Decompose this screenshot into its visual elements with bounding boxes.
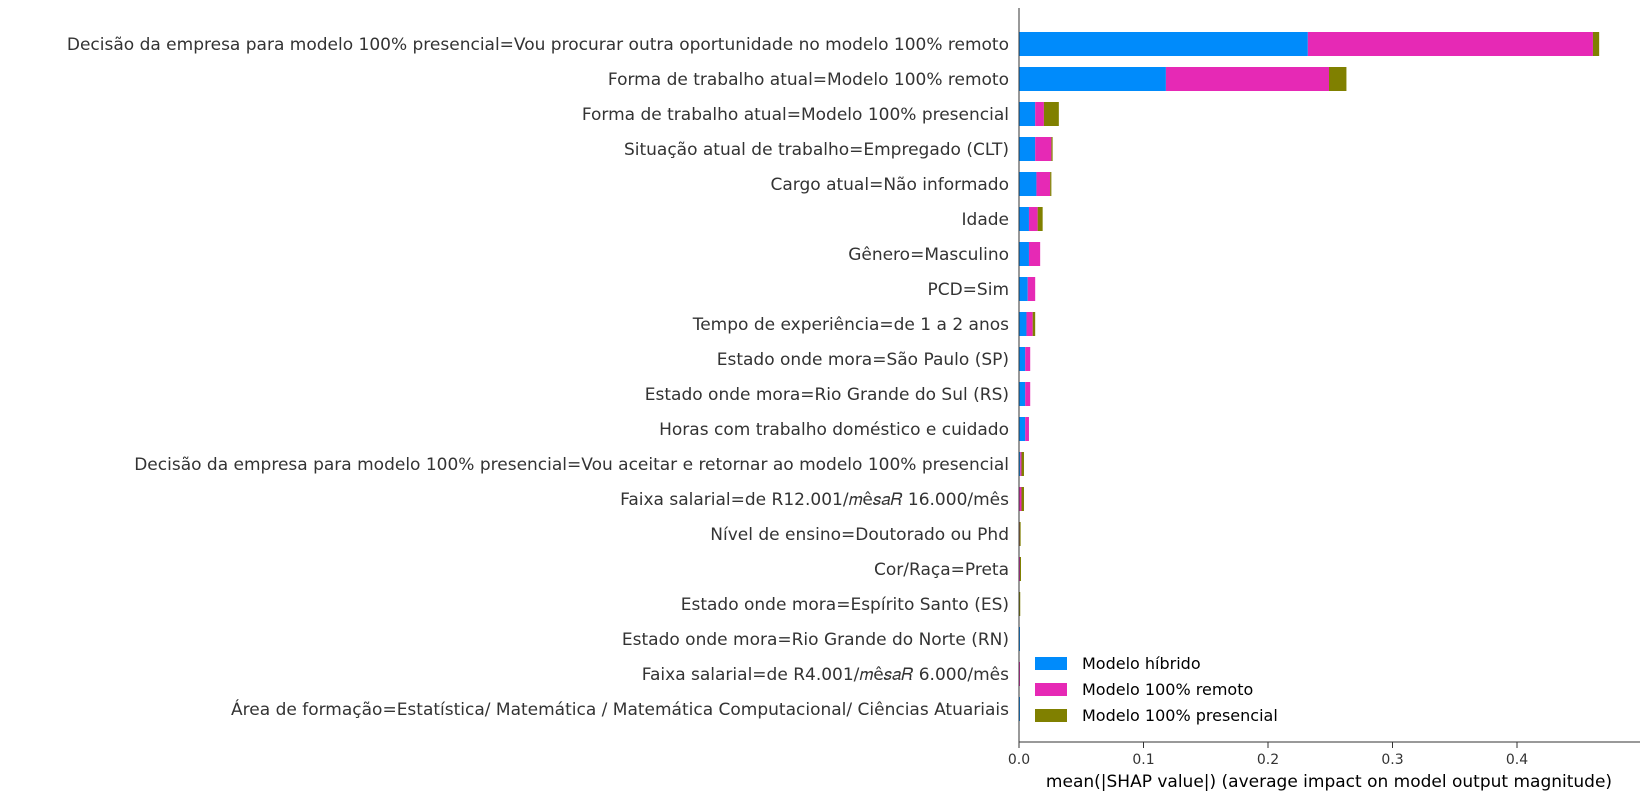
category-label: Situação atual de trabalho=Empregado (CL…	[624, 140, 1009, 160]
bar-segment	[1019, 67, 1166, 91]
bar-segment	[1037, 207, 1043, 231]
bar-segment	[1021, 487, 1024, 511]
category-label: Cor/Raça=Preta	[874, 560, 1009, 580]
bar-segment	[1019, 312, 1027, 336]
bar-segment	[1019, 487, 1022, 511]
legend-swatch	[1035, 657, 1067, 670]
legend-swatch	[1035, 709, 1067, 722]
category-label: Área de formação=Estatística/ Matemática…	[231, 698, 1009, 720]
bar-segment	[1019, 207, 1029, 231]
bar-segment	[1025, 347, 1031, 371]
bar-segment	[1019, 347, 1026, 371]
category-label: Forma de trabalho atual=Modelo 100% pres…	[582, 105, 1009, 125]
legend-label: Modelo 100% presencial	[1082, 706, 1278, 725]
category-label: Gênero=Masculino	[848, 245, 1009, 265]
x-tick-label: 0.3	[1381, 752, 1403, 768]
category-label: Estado onde mora=Rio Grande do Sul (RS)	[645, 385, 1009, 405]
category-label: Estado onde mora=Rio Grande do Norte (RN…	[622, 630, 1009, 650]
bar-segment	[1028, 242, 1041, 266]
x-axis-ticks: 0.0 0.1 0.2 0.3 0.4	[1008, 742, 1528, 768]
bar-segment	[1329, 67, 1347, 91]
x-tick-label: 0.4	[1506, 752, 1528, 768]
bar-segment	[1032, 312, 1036, 336]
category-label: Idade	[962, 210, 1009, 230]
category-label: Nível de ensino=Doutorado ou Phd	[710, 525, 1009, 545]
x-axis-title: mean(|SHAP value|) (average impact on mo…	[1046, 772, 1612, 792]
bar-segment	[1019, 522, 1021, 546]
category-label: Faixa salarial=de R4.001/𝑚ê𝑠𝑎𝑅 6.000/mês	[642, 665, 1009, 685]
bar-segment	[1021, 452, 1024, 476]
category-labels: Decisão da empresa para modelo 100% pres…	[67, 35, 1009, 720]
bar-segment	[1028, 207, 1038, 231]
category-label: Decisão da empresa para modelo 100% pres…	[134, 455, 1009, 475]
category-label: Faixa salarial=de R12.001/𝑚ê𝑠𝑎𝑅 16.000/m…	[620, 490, 1009, 510]
bar-segment	[1019, 557, 1021, 581]
x-tick-label: 0.2	[1257, 752, 1279, 768]
legend: Modelo híbrido Modelo 100% remoto Modelo 1…	[1035, 654, 1278, 725]
bar-segment	[1026, 312, 1033, 336]
bar-segment	[1592, 32, 1600, 56]
bar-segment	[1035, 102, 1044, 126]
bar-segment	[1019, 32, 1308, 56]
bar-segment	[1019, 172, 1037, 196]
x-tick-label: 0.1	[1132, 752, 1154, 768]
bar-segment	[1165, 67, 1330, 91]
category-label: Decisão da empresa para modelo 100% pres…	[67, 35, 1009, 55]
bar-segment	[1019, 102, 1036, 126]
category-label: PCD=Sim	[927, 280, 1009, 300]
category-label: Estado onde mora=São Paulo (SP)	[717, 350, 1009, 370]
legend-label: Modelo híbrido	[1082, 654, 1201, 673]
bar-segment	[1035, 137, 1052, 161]
legend-swatch	[1035, 683, 1067, 696]
category-label: Cargo atual=Não informado	[771, 175, 1010, 195]
bar-segment	[1307, 32, 1593, 56]
bar-segment	[1019, 382, 1026, 406]
category-label: Forma de trabalho atual=Modelo 100% remo…	[608, 70, 1009, 90]
category-label: Tempo de experiência=de 1 a 2 anos	[692, 315, 1009, 335]
bar-segment	[1019, 242, 1029, 266]
bar-segment	[1019, 592, 1021, 616]
bar-segment	[1020, 452, 1022, 476]
bar-segment	[1019, 452, 1021, 476]
bar-segment	[1051, 137, 1053, 161]
bar-segment	[1025, 382, 1031, 406]
bar-segment	[1019, 417, 1026, 441]
bars-layer	[1019, 32, 1600, 721]
bar-segment	[1050, 172, 1052, 196]
bar-segment	[1025, 417, 1029, 441]
bar-segment	[1019, 137, 1036, 161]
bar-segment	[1036, 172, 1051, 196]
bar-segment	[1019, 277, 1028, 301]
legend-label: Modelo 100% remoto	[1082, 680, 1253, 699]
bar-segment	[1043, 102, 1059, 126]
x-tick-label: 0.0	[1008, 752, 1030, 768]
category-label: Horas com trabalho doméstico e cuidado	[659, 420, 1009, 440]
bar-segment	[1027, 277, 1036, 301]
category-label: Estado onde mora=Espírito Santo (ES)	[681, 595, 1009, 615]
